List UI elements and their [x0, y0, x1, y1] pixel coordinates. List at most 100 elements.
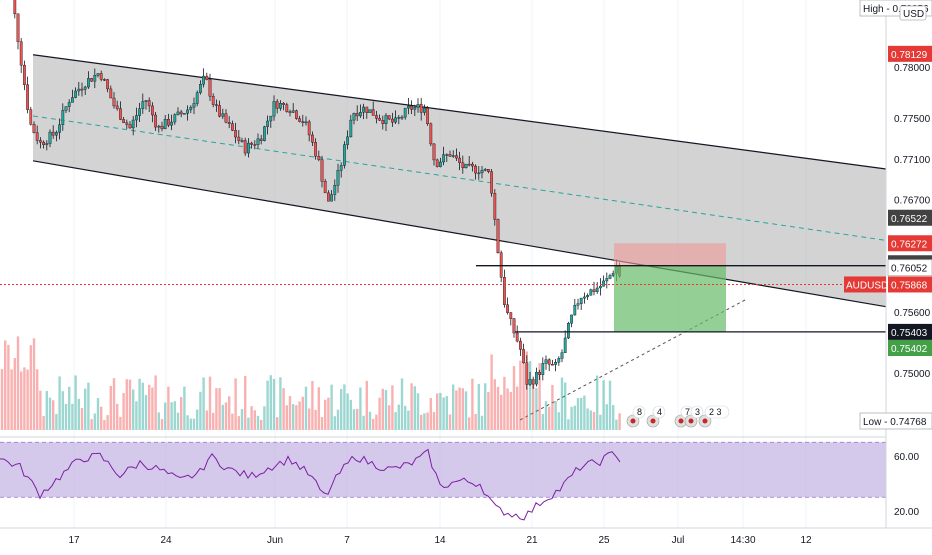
channel-upper-line[interactable] [32, 54, 887, 170]
volume-bar [298, 401, 301, 430]
candle-body [263, 126, 266, 141]
volume-bar [525, 351, 528, 430]
vertical-gridlines [73, 0, 807, 528]
candle-body [39, 140, 42, 143]
volume-bar [205, 410, 208, 430]
horizontal-lines[interactable] [0, 265, 886, 333]
reward-zone[interactable] [614, 265, 726, 332]
volume-bar [77, 398, 80, 430]
volume-bar [516, 386, 519, 430]
volume-bar [471, 378, 474, 430]
candle-body [352, 113, 356, 121]
volume-bar [560, 377, 564, 430]
volume-bar [260, 419, 263, 430]
volume-bar [0, 369, 4, 430]
candle-body [131, 119, 135, 129]
volume-bar [64, 403, 68, 430]
candle-body [547, 359, 551, 365]
candle-body [70, 97, 74, 103]
event-marker[interactable]: 8 [626, 405, 646, 428]
volume-bar [253, 410, 256, 430]
event-marker[interactable]: 2 3 [698, 405, 730, 428]
candle-body [535, 372, 538, 385]
volume-bar [372, 418, 375, 430]
candle-body [311, 134, 314, 143]
candle-body [407, 105, 410, 109]
volume-bar [333, 416, 336, 430]
candle-body [86, 78, 90, 88]
price-tag-0.76052-bg [887, 259, 932, 277]
candle-body [557, 358, 561, 363]
channel-lower-line[interactable] [32, 160, 887, 308]
low-tag-bg [859, 412, 932, 430]
time-axis-tick-label: 14:30 [730, 535, 755, 546]
event-marker[interactable]: 4 [646, 405, 666, 428]
volume-bar [544, 401, 548, 430]
volume-bar [199, 391, 202, 430]
candle-body [599, 285, 602, 289]
volume-bar [135, 401, 138, 430]
candle-body [583, 296, 586, 299]
volume-bar [122, 392, 125, 430]
risk-zone[interactable] [614, 243, 726, 266]
candle-body [496, 219, 500, 253]
candle-body [490, 171, 493, 194]
volume-bar [381, 388, 384, 430]
candle-body [323, 181, 327, 194]
price-axis[interactable]: 0.78000 0.77500 0.77100 0.76700 0.75600 0.750… [894, 63, 931, 518]
volume-bar [231, 413, 234, 430]
volume-bar [493, 379, 496, 430]
volume-bar [592, 412, 596, 430]
candle-body [157, 125, 161, 128]
price-axis-tick-label: 0.76700 [894, 196, 931, 207]
currency-badge-bg[interactable] [899, 5, 927, 21]
time-axis[interactable]: 17 24 Jun 7 14 21 25 Jul 14:30 12 [68, 535, 812, 546]
candle-body [378, 118, 381, 121]
candle-body [426, 107, 429, 125]
candle-body [346, 136, 349, 145]
candle-body [602, 280, 606, 287]
candle-body [330, 194, 333, 202]
candle-body [109, 88, 113, 99]
time-axis-tick-label: 21 [526, 535, 538, 546]
event-marker[interactable]: 3 [684, 405, 704, 428]
candle-body [23, 64, 26, 85]
volume-bar [615, 419, 618, 430]
candle-body [567, 323, 570, 339]
event-count-label: 8 [637, 407, 642, 417]
volume-bar [295, 405, 298, 430]
volume-bar [176, 412, 180, 430]
position-tool[interactable] [614, 243, 726, 332]
volume-bar [612, 405, 615, 430]
candle-body [288, 111, 292, 113]
volume-bar [413, 386, 416, 430]
price-tag-0.76522: 0.76522 [891, 214, 928, 225]
candle-body [512, 318, 516, 334]
candle-body [541, 363, 545, 375]
volume-bar [196, 409, 199, 430]
symbol-tag-label: AUDUSD [846, 280, 888, 291]
event-badge [704, 405, 730, 419]
candle-body [83, 86, 87, 90]
candle-body [102, 79, 106, 81]
candle-body [573, 304, 577, 316]
flag-dot-icon [702, 418, 708, 424]
price-axis-tick-label: 0.77100 [894, 155, 931, 166]
candle-body [605, 278, 609, 282]
volume-bar [256, 415, 260, 430]
candle-body [503, 277, 506, 305]
candle-body [253, 144, 257, 146]
candle-body [16, 13, 20, 42]
volume-bar [445, 396, 448, 430]
volume-bar [52, 400, 55, 430]
candle-body [554, 362, 558, 365]
volume-bar [448, 414, 452, 430]
candle-body [189, 106, 193, 111]
candle-body [205, 75, 209, 80]
candle-body [333, 184, 337, 195]
volume-bar [346, 393, 349, 430]
volume-bar [557, 412, 560, 430]
